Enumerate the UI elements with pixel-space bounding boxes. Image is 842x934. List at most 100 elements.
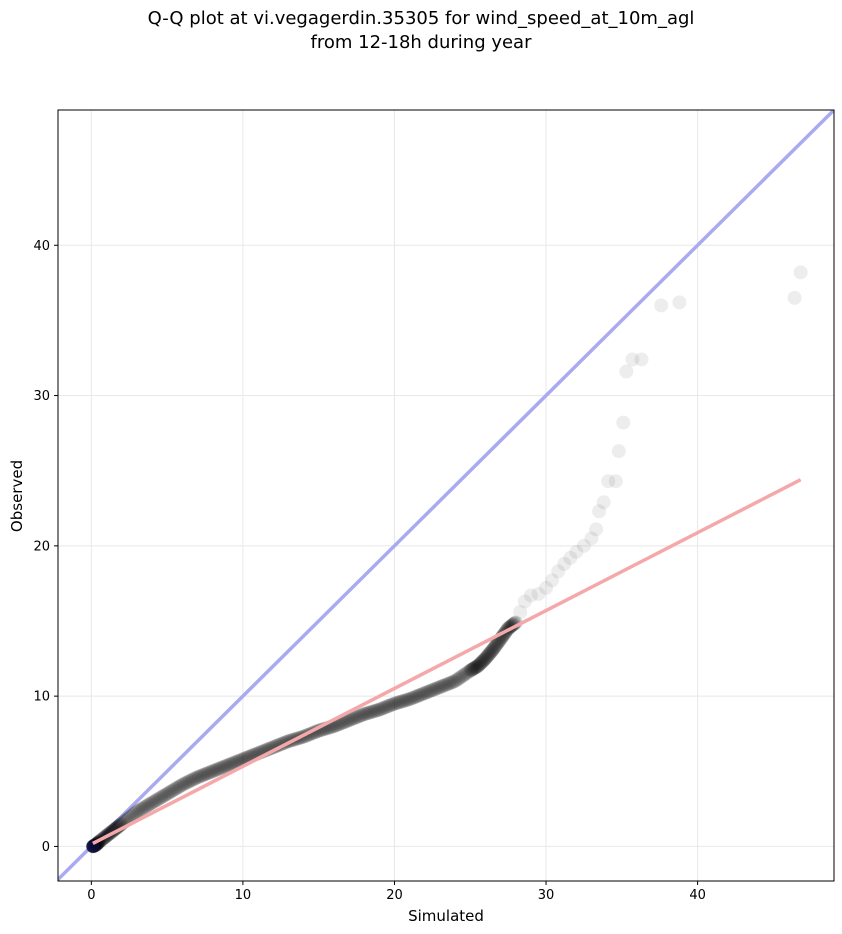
data-point — [489, 638, 504, 653]
y-tick-label: 40 — [33, 239, 50, 254]
data-point — [226, 755, 241, 770]
data-point — [376, 700, 391, 715]
data-point — [523, 588, 538, 603]
data-point — [175, 777, 190, 792]
data-point — [361, 705, 376, 720]
data-point — [608, 474, 623, 489]
data-point — [584, 531, 599, 546]
data-point — [123, 809, 138, 824]
data-point — [440, 677, 455, 692]
data-point — [141, 797, 156, 812]
data-point — [448, 674, 463, 689]
data-point — [207, 763, 222, 778]
data-point — [410, 689, 425, 704]
data-point — [485, 643, 500, 658]
data-point — [346, 711, 361, 726]
x-tick-label: 40 — [689, 888, 706, 903]
data-point — [358, 706, 373, 721]
data-point — [379, 699, 394, 714]
data-point — [138, 799, 153, 814]
data-point — [476, 653, 491, 668]
data-point — [152, 791, 167, 806]
data-point — [551, 564, 566, 579]
data-point — [432, 680, 447, 695]
x-tick-label: 0 — [87, 888, 95, 903]
data-point — [345, 711, 360, 726]
data-point — [461, 664, 476, 679]
data-point — [135, 801, 150, 816]
data-point — [477, 652, 492, 667]
data-point — [185, 772, 200, 787]
data-point — [196, 767, 211, 782]
data-point — [161, 785, 176, 800]
data-point — [384, 697, 399, 712]
data-point — [392, 695, 407, 710]
data-point — [413, 687, 428, 702]
data-point — [148, 794, 162, 809]
data-point — [476, 653, 491, 668]
data-point — [489, 637, 504, 652]
data-point — [569, 544, 584, 559]
data-point — [416, 686, 431, 701]
data-point — [479, 650, 494, 665]
data-point — [337, 714, 352, 729]
data-point — [445, 675, 460, 690]
data-point — [426, 682, 441, 697]
data-point — [407, 690, 422, 705]
data-point — [173, 778, 188, 793]
data-point — [625, 352, 640, 367]
data-point — [338, 714, 353, 729]
data-point — [475, 654, 490, 669]
data-point — [517, 594, 532, 609]
y-tick-label: 10 — [33, 690, 50, 705]
data-point — [396, 693, 411, 708]
data-point — [128, 806, 143, 821]
data-point — [191, 769, 206, 784]
data-point — [469, 659, 484, 674]
data-point — [372, 702, 387, 717]
data-point — [170, 780, 185, 795]
data-point — [149, 793, 164, 808]
data-point — [335, 715, 350, 730]
data-point — [187, 771, 202, 786]
data-point — [470, 659, 485, 674]
data-point — [531, 586, 546, 601]
data-point — [490, 636, 505, 651]
data-point — [425, 683, 440, 698]
data-point — [231, 754, 246, 769]
data-point — [405, 690, 420, 705]
x-tick-label: 30 — [538, 888, 555, 903]
data-point — [589, 522, 604, 537]
data-point — [164, 784, 179, 799]
data-point — [216, 760, 231, 775]
data-point — [211, 761, 226, 776]
data-point — [204, 764, 219, 779]
data-point — [446, 674, 461, 689]
data-point — [220, 758, 235, 773]
data-point — [157, 788, 172, 803]
x-tick-label: 20 — [386, 888, 403, 903]
data-point — [557, 556, 572, 571]
data-point — [480, 648, 495, 663]
identity-line — [58, 110, 834, 881]
grid — [58, 110, 834, 881]
data-point — [178, 776, 193, 791]
data-point — [428, 681, 443, 696]
data-point — [132, 803, 147, 818]
data-point — [375, 701, 390, 716]
data-point — [408, 689, 423, 704]
data-point — [232, 753, 247, 768]
data-point — [348, 710, 363, 725]
data-point — [479, 649, 494, 664]
data-point — [596, 495, 611, 510]
data-point — [402, 692, 417, 707]
data-point — [225, 756, 240, 771]
data-point — [134, 802, 149, 817]
data-point — [601, 474, 616, 489]
data-point — [634, 352, 649, 367]
data-point — [144, 795, 159, 810]
chart-title: Q-Q plot at vi.vegagerdin.35305 for wind… — [147, 8, 695, 29]
data-point — [488, 639, 503, 654]
x-axis-label: Simulated — [408, 907, 484, 925]
data-point — [592, 504, 607, 519]
